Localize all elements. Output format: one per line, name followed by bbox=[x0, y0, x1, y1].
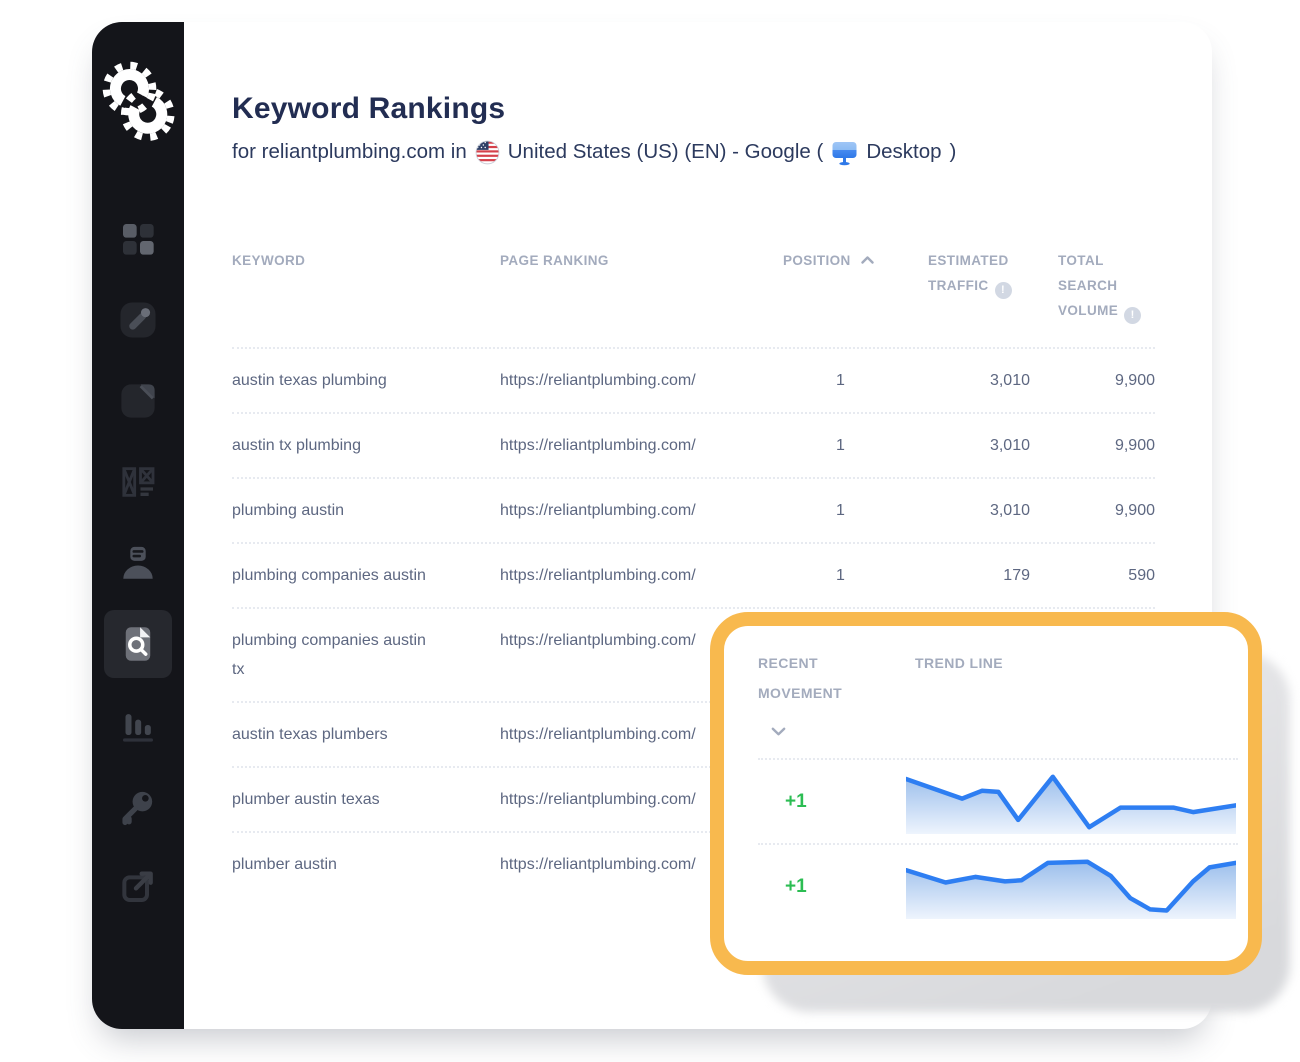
keyword-cell[interactable]: plumber austin bbox=[232, 856, 337, 873]
keyword-cell[interactable]: plumbing companies austin tx bbox=[232, 632, 426, 678]
app-window: Keyword Rankings for reliantplumbing.com… bbox=[92, 22, 1212, 1029]
keyword-cell[interactable]: plumbing companies austin bbox=[232, 567, 426, 584]
page-ranking-link[interactable]: https://reliantplumbing.com/ bbox=[500, 791, 696, 808]
trend-detail-panel: RECENT MOVEMENT TREND LINE +1 +1 bbox=[710, 612, 1262, 975]
column-header-recent-movement[interactable]: RECENT MOVEMENT bbox=[758, 648, 893, 746]
table-body: austin texas plumbing https://reliantplum… bbox=[232, 347, 1155, 896]
page-ranking-link[interactable]: https://reliantplumbing.com/ bbox=[500, 437, 696, 454]
column-header-estimated-traffic[interactable]: ESTIMATED TRAFFIC! bbox=[918, 248, 1048, 323]
position-cell: 1 bbox=[836, 437, 845, 454]
page-ranking-link[interactable]: https://reliantplumbing.com/ bbox=[500, 567, 696, 584]
keyword-rankings-table: KEYWORD PAGE RANKING POSITION ESTIMATED … bbox=[232, 248, 1155, 896]
overlay-row: +1 bbox=[758, 843, 1238, 928]
position-cell: 1 bbox=[836, 502, 845, 519]
overlay-body: +1 +1 bbox=[758, 758, 1238, 928]
desktop-icon bbox=[831, 141, 858, 166]
subtitle-device-text: Desktop bbox=[866, 139, 942, 163]
dashboard-grid-icon bbox=[116, 217, 160, 261]
sidebar-item-page-document[interactable] bbox=[98, 360, 179, 441]
table-row: plumbing austin https://reliantplumbing.c… bbox=[232, 477, 1155, 542]
keyword-cell[interactable]: austin texas plumbing bbox=[232, 372, 387, 389]
estimated-traffic-cell: 3,010 bbox=[989, 372, 1030, 389]
keyword-cell[interactable]: plumbing austin bbox=[232, 502, 345, 519]
column-header-trend-line[interactable]: TREND LINE bbox=[915, 655, 1003, 671]
user-profile-icon bbox=[116, 541, 160, 585]
report-scope-subtitle: for reliantplumbing.com in bbox=[232, 139, 1212, 166]
page-ranking-link[interactable]: https://reliantplumbing.com/ bbox=[500, 502, 696, 519]
recent-movement-value: +1 bbox=[785, 790, 807, 812]
layout-wireframe-icon bbox=[116, 460, 160, 504]
overlay-row: +1 bbox=[758, 758, 1238, 843]
main-content: Keyword Rankings for reliantplumbing.com… bbox=[184, 22, 1212, 1029]
table-row: austin texas plumbing https://reliantplum… bbox=[232, 347, 1155, 412]
key-icon bbox=[116, 784, 160, 828]
position-cell: 1 bbox=[836, 372, 845, 389]
recent-movement-value: +1 bbox=[785, 875, 807, 897]
sort-asc-caret-icon[interactable] bbox=[861, 247, 874, 272]
sidebar-item-document-search[interactable] bbox=[98, 603, 179, 684]
keyword-cell[interactable]: austin tx plumbing bbox=[232, 437, 361, 454]
column-header-position[interactable]: POSITION bbox=[783, 248, 918, 323]
sidebar-nav bbox=[98, 198, 179, 927]
table-row: austin texas plumbers https://reliantplum… bbox=[232, 701, 1155, 766]
sidebar bbox=[92, 22, 184, 1029]
page-ranking-link[interactable]: https://reliantplumbing.com/ bbox=[500, 856, 696, 873]
overlay-header-row: RECENT MOVEMENT TREND LINE bbox=[758, 648, 1238, 758]
position-cell: 1 bbox=[836, 567, 845, 584]
table-row: austin tx plumbing https://reliantplumbin… bbox=[232, 412, 1155, 477]
keyword-cell[interactable]: austin texas plumbers bbox=[232, 726, 388, 743]
table-row: plumber austin https://reliantplumbing.co… bbox=[232, 831, 1155, 896]
subtitle-location-text: United States (US) (EN) - Google ( bbox=[507, 139, 824, 163]
sidebar-item-compose-pencil[interactable] bbox=[98, 279, 179, 360]
search-volume-cell: 9,900 bbox=[1114, 372, 1155, 389]
sidebar-item-user-profile[interactable] bbox=[98, 522, 179, 603]
column-header-page-ranking[interactable]: PAGE RANKING bbox=[500, 253, 609, 268]
sidebar-item-layout-wireframe[interactable] bbox=[98, 441, 179, 522]
sidebar-item-bar-chart[interactable] bbox=[98, 684, 179, 765]
external-link-icon bbox=[116, 865, 160, 909]
search-volume-cell: 9,900 bbox=[1114, 502, 1155, 519]
column-header-total-search-volume[interactable]: TOTAL SEARCH VOLUME! bbox=[1048, 248, 1155, 324]
search-volume-cell: 9,900 bbox=[1114, 437, 1155, 454]
trend-line-sparkline bbox=[893, 770, 1238, 834]
search-volume-cell: 590 bbox=[1128, 567, 1155, 584]
page-title: Keyword Rankings bbox=[232, 92, 506, 125]
document-search-icon bbox=[104, 609, 172, 678]
table-header-row: KEYWORD PAGE RANKING POSITION ESTIMATED … bbox=[232, 248, 1155, 347]
estimated-traffic-cell: 179 bbox=[1003, 567, 1030, 584]
us-flag-icon bbox=[475, 140, 500, 165]
sort-desc-caret-icon[interactable] bbox=[771, 716, 786, 746]
estimated-traffic-cell: 3,010 bbox=[989, 437, 1030, 454]
page-ranking-link[interactable]: https://reliantplumbing.com/ bbox=[500, 632, 696, 649]
page-document-icon bbox=[116, 379, 160, 423]
sidebar-item-key[interactable] bbox=[98, 765, 179, 846]
sidebar-item-dashboard-grid[interactable] bbox=[98, 198, 179, 279]
page-ranking-link[interactable]: https://reliantplumbing.com/ bbox=[500, 726, 696, 743]
spyfu-gear-logo[interactable] bbox=[94, 56, 182, 148]
estimated-traffic-cell: 3,010 bbox=[989, 502, 1030, 519]
table-row: plumber austin texas https://reliantplumb… bbox=[232, 766, 1155, 831]
info-icon[interactable]: ! bbox=[1124, 307, 1142, 324]
table-row: plumbing companies austin tx https://reli… bbox=[232, 607, 1155, 701]
subtitle-for-text: for reliantplumbing.com in bbox=[232, 139, 467, 163]
info-icon[interactable]: ! bbox=[994, 282, 1012, 299]
table-row: plumbing companies austin https://reliant… bbox=[232, 542, 1155, 607]
bar-chart-icon bbox=[116, 703, 160, 747]
compose-pencil-icon bbox=[116, 298, 160, 342]
trend-line-sparkline bbox=[893, 855, 1238, 919]
column-header-keyword[interactable]: KEYWORD bbox=[232, 253, 306, 268]
page-ranking-link[interactable]: https://reliantplumbing.com/ bbox=[500, 372, 696, 389]
sidebar-item-external-link[interactable] bbox=[98, 846, 179, 927]
keyword-cell[interactable]: plumber austin texas bbox=[232, 791, 380, 808]
subtitle-close-paren: ) bbox=[949, 139, 957, 163]
